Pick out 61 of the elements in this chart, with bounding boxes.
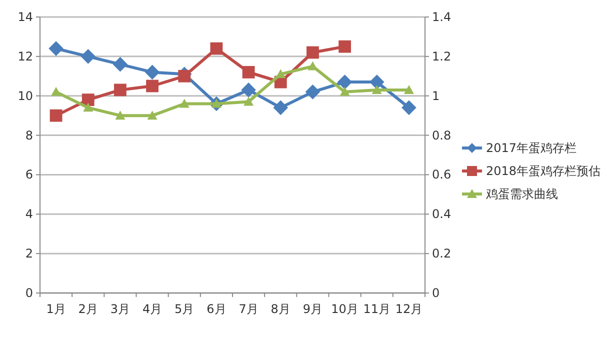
point — [305, 84, 320, 100]
point — [144, 64, 160, 80]
point — [80, 49, 96, 64]
x-tick-label: 7月 — [238, 302, 258, 316]
point — [82, 94, 94, 106]
y-tick-label: 10 — [18, 88, 33, 103]
point — [115, 110, 126, 120]
point — [306, 46, 319, 59]
point — [276, 69, 286, 78]
x-tick-label: 4月 — [142, 302, 162, 316]
point — [51, 86, 62, 96]
point — [402, 100, 416, 116]
y2-tick-label: 0.8 — [432, 128, 452, 142]
legend-label: 2018年蛋鸡存栏预估 — [486, 164, 601, 178]
point — [244, 96, 254, 106]
point — [114, 84, 126, 96]
point — [50, 109, 62, 122]
y-tick-label: 12 — [18, 49, 33, 64]
point — [308, 61, 318, 70]
y2-tick-label: 0.6 — [432, 168, 452, 182]
point — [369, 74, 384, 90]
x-tick-label: 5月 — [174, 302, 194, 316]
x-tick-label: 1月 — [46, 302, 66, 316]
y-tick-label: 4 — [25, 207, 33, 222]
point — [210, 42, 223, 55]
point — [241, 82, 256, 98]
legend-label: 2017年蛋鸡存栏 — [486, 141, 577, 155]
point — [372, 84, 382, 94]
y-tick-label: 14 — [18, 10, 33, 24]
point — [337, 74, 352, 90]
y-tick-label: 2 — [25, 246, 33, 261]
y2-tick-label: 1 — [432, 88, 440, 103]
x-tick-label: 2月 — [78, 302, 98, 316]
y2-tick-label: 0.4 — [432, 207, 452, 222]
x-tick-label: 8月 — [270, 302, 290, 316]
point — [179, 98, 190, 108]
point — [242, 66, 255, 78]
x-tick-label: 12月 — [395, 302, 423, 316]
y2-tick-label: 1.2 — [432, 49, 452, 64]
point — [340, 86, 350, 96]
point — [48, 41, 64, 56]
legend-label: 鸡蛋需求曲线 — [485, 187, 558, 201]
x-tick-label: 3月 — [110, 302, 130, 316]
point — [83, 102, 94, 112]
point — [338, 40, 351, 53]
y-tick-label: 8 — [25, 128, 33, 142]
y-tick-label: 6 — [25, 168, 33, 182]
x-tick-label: 10月 — [331, 302, 358, 316]
x-tick-label: 6月 — [206, 302, 226, 316]
point — [273, 100, 288, 116]
y2-tick-label: 0 — [432, 286, 440, 300]
point — [147, 110, 158, 120]
x-tick-label: 9月 — [302, 302, 323, 316]
y2-tick-label: 1.4 — [432, 10, 452, 24]
point — [178, 70, 191, 82]
point — [146, 80, 158, 92]
point — [112, 56, 128, 72]
point — [404, 84, 414, 94]
y2-tick-label: 0.2 — [432, 246, 452, 261]
x-tick-label: 11月 — [363, 302, 391, 316]
y-tick-label: 0 — [25, 286, 33, 300]
